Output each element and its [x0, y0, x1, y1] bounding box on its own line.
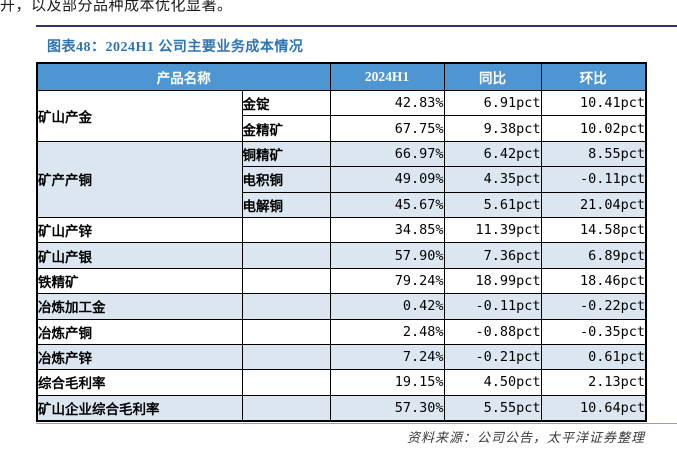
value-qoq-cell: 18.46pct: [540, 267, 647, 295]
value-yoy-cell: 6.91pct: [443, 89, 542, 117]
source-note: 资料来源：公司公告，太平洋证券整理: [406, 430, 645, 445]
table-row: 电积铜 49.09% 4.35pct -0.11pct: [37, 166, 647, 193]
sub-product-cell: [241, 242, 331, 269]
sub-product-cell: [241, 216, 331, 244]
table-row: 电解铜 45.67% 5.61pct 21.04pct: [37, 191, 647, 218]
table-row: 金精矿 67.75% 9.38pct 10.02pct: [37, 115, 647, 142]
value-2024h1-cell: 57.90%: [329, 242, 445, 269]
table-row: 矿山企业综合毛利率 57.30% 5.55pct 10.64pct: [36, 394, 647, 422]
value-yoy-cell: 11.39pct: [443, 216, 542, 244]
header-qoq: 环比: [540, 62, 647, 91]
value-2024h1-cell: 0.42%: [329, 293, 445, 320]
sub-product-cell: 电解铜: [241, 191, 331, 218]
table-row: 矿山产金 金锭 42.83% 6.91pct 10.41pct: [36, 89, 647, 142]
value-qoq-cell: 2.13pct: [540, 369, 647, 396]
cost-table-header: 产品名称 2024H1 同比 环比: [36, 62, 647, 91]
sub-product-cell: [241, 394, 331, 422]
value-yoy-cell: -0.88pct: [443, 318, 542, 345]
product-name-cell: 矿山产锌: [36, 216, 243, 244]
header-yoy: 同比: [443, 62, 542, 91]
product-name-cell: 矿产产铜: [36, 140, 243, 218]
value-qoq-cell: -0.11pct: [540, 166, 647, 193]
product-name-cell: 铁精矿: [36, 267, 243, 295]
table-body: 矿山产金 金锭 42.83% 6.91pct 10.41pct 金精矿 67.75% 9.38…: [36, 89, 647, 422]
product-name-cell: 矿山产金: [36, 90, 243, 142]
value-yoy-cell: 6.42pct: [443, 140, 542, 168]
value-2024h1-cell: 19.15%: [329, 369, 445, 396]
sub-product-cell: [241, 267, 331, 295]
value-qoq-cell: 10.02pct: [540, 115, 647, 142]
table-row: 综合毛利率 19.15% 4.50pct 2.13pct: [36, 369, 647, 396]
body-text-fragment: 开，以及部分品种成本优化显著。: [0, 0, 233, 14]
product-name-cell: 冶炼产铜: [36, 318, 243, 345]
value-yoy-cell: 4.50pct: [443, 369, 542, 396]
value-yoy-cell: 7.36pct: [443, 242, 542, 269]
value-qoq-cell: 14.58pct: [540, 216, 647, 244]
value-qoq-cell: 6.89pct: [540, 242, 647, 269]
table-row: 矿山产锌 34.85% 11.39pct 14.58pct: [36, 216, 647, 244]
value-yoy-cell: -0.21pct: [443, 343, 542, 371]
value-2024h1-cell: 42.83%: [329, 89, 445, 117]
value-2024h1-cell: 34.85%: [329, 216, 445, 244]
cost-table: 产品名称 2024H1 同比 环比 矿山产金 金锭 42.83% 6.91pct 10.…: [36, 62, 647, 423]
sub-product-cell: 金精矿: [241, 115, 331, 142]
table-row: 矿山产银 57.90% 7.36pct 6.89pct: [36, 242, 647, 269]
value-qoq-cell: 10.41pct: [540, 89, 647, 117]
sub-product-cell: 金锭: [241, 89, 331, 117]
header-product-name: 产品名称: [36, 62, 331, 91]
value-2024h1-cell: 2.48%: [329, 318, 445, 345]
value-qoq-cell: -0.22pct: [540, 293, 647, 320]
value-qoq-cell: 8.55pct: [540, 140, 647, 168]
sub-product-cell: [241, 343, 331, 371]
sub-product-cell: [241, 369, 331, 396]
value-yoy-cell: 9.38pct: [443, 115, 542, 142]
sub-product-cell: 电积铜: [241, 166, 331, 193]
footer-divider-rule: [36, 423, 677, 424]
value-2024h1-cell: 49.09%: [329, 166, 445, 193]
value-2024h1-cell: 79.24%: [329, 267, 445, 295]
value-yoy-cell: 4.35pct: [443, 166, 542, 193]
figure-title: 图表48：2024H1 公司主要业务成本情况: [47, 40, 304, 55]
table-row: 铁精矿 79.24% 18.99pct 18.46pct: [36, 267, 647, 295]
value-yoy-cell: 5.61pct: [443, 191, 542, 218]
sub-product-cell: [241, 318, 331, 345]
table-row: 矿产产铜 铜精矿 66.97% 6.42pct 8.55pct: [36, 140, 647, 218]
header-2024h1: 2024H1: [329, 62, 445, 91]
table-row: 冶炼加工金 0.42% -0.11pct -0.22pct: [36, 293, 647, 320]
product-name-cell: 矿山产银: [36, 242, 243, 269]
value-2024h1-cell: 66.97%: [329, 140, 445, 168]
section-divider-rule: [36, 25, 677, 27]
value-qoq-cell: 21.04pct: [540, 191, 647, 218]
sub-product-cell: [241, 293, 331, 320]
table-row: 冶炼产铜 2.48% -0.88pct -0.35pct: [36, 318, 647, 345]
header-row: 产品名称 2024H1 同比 环比: [36, 62, 647, 91]
value-yoy-cell: 18.99pct: [443, 267, 542, 295]
value-yoy-cell: -0.11pct: [443, 293, 542, 320]
value-qoq-cell: -0.35pct: [540, 318, 647, 345]
product-name-cell: 冶炼产锌: [36, 343, 243, 371]
value-2024h1-cell: 57.30%: [329, 394, 445, 422]
product-name-cell: 矿山企业综合毛利率: [36, 394, 243, 422]
value-2024h1-cell: 67.75%: [329, 115, 445, 142]
value-2024h1-cell: 7.24%: [329, 343, 445, 371]
product-name-cell: 综合毛利率: [36, 369, 243, 396]
value-2024h1-cell: 45.67%: [329, 191, 445, 218]
table-row: 冶炼产锌 7.24% -0.21pct 0.61pct: [36, 343, 647, 371]
value-yoy-cell: 5.55pct: [443, 394, 542, 422]
value-qoq-cell: 10.64pct: [540, 394, 647, 422]
product-name-cell: 冶炼加工金: [36, 293, 243, 320]
sub-product-cell: 铜精矿: [241, 140, 331, 168]
value-qoq-cell: 0.61pct: [540, 343, 647, 371]
